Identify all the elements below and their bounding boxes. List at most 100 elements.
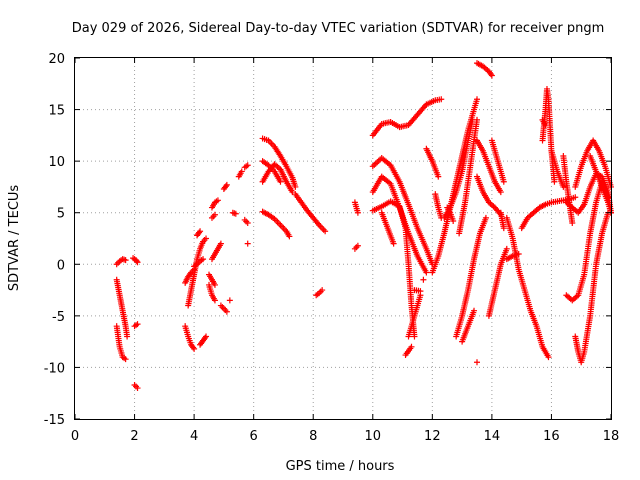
data-point <box>211 281 218 288</box>
data-point <box>423 269 430 276</box>
data-point <box>500 225 507 232</box>
track-t46 <box>423 145 442 180</box>
data-point <box>450 217 457 224</box>
data-point <box>319 287 326 294</box>
track-t51 <box>474 60 495 79</box>
x-tick-label: 14 <box>484 429 501 444</box>
x-tick-label: 12 <box>424 429 441 444</box>
grid-lines <box>75 58 611 419</box>
data-point <box>122 257 129 264</box>
track-t30 <box>292 191 329 235</box>
track-t64 <box>560 152 576 227</box>
track-t66 <box>563 178 612 304</box>
data-point <box>572 194 579 201</box>
track-t24 <box>241 216 251 227</box>
track-t7 <box>182 323 198 352</box>
data-point <box>435 173 442 180</box>
data-point <box>122 356 129 363</box>
data-point <box>244 240 251 247</box>
x-tick-label: 18 <box>603 429 620 444</box>
data-point <box>286 233 293 240</box>
x-axis-label: GPS time / hours <box>286 459 395 474</box>
track-t25 <box>244 240 251 247</box>
data-point <box>244 162 251 169</box>
track-t21 <box>229 209 239 217</box>
data-point <box>551 178 558 185</box>
data-point <box>238 168 245 175</box>
data-point <box>500 178 507 185</box>
data-point <box>372 160 379 167</box>
data-point <box>277 178 284 185</box>
track-t49 <box>453 214 489 340</box>
x-tick-label: 6 <box>250 429 258 444</box>
track-t62 <box>539 116 549 129</box>
y-tick-label: 20 <box>48 52 65 67</box>
track-t13 <box>206 281 218 304</box>
track-t34 <box>369 96 445 139</box>
data-point <box>214 197 221 204</box>
data-point <box>474 116 480 123</box>
data-point <box>471 307 478 314</box>
chart-title: Day 029 of 2026, Sidereal Day-to-day VTE… <box>72 21 605 36</box>
y-axis-label: SDTVAR / TECUs <box>7 185 22 292</box>
track-t19 <box>220 181 230 192</box>
data-point <box>223 308 230 315</box>
data-point <box>438 214 445 221</box>
data-point <box>222 183 229 190</box>
x-tick-label: 8 <box>309 429 317 444</box>
data-point <box>569 220 576 227</box>
data-point <box>542 122 549 129</box>
track-t54 <box>474 359 480 366</box>
track-t3 <box>113 256 129 268</box>
data-point <box>488 72 495 79</box>
track-t15 <box>208 197 221 211</box>
data-point <box>217 240 224 247</box>
data-point <box>411 333 418 340</box>
x-tick-label: 2 <box>130 429 138 444</box>
data-point <box>374 159 381 166</box>
track-t4 <box>130 255 141 266</box>
track-t17 <box>208 240 224 263</box>
data-point <box>134 321 141 328</box>
track-t23 <box>241 162 251 171</box>
x-tick-label: 10 <box>365 429 382 444</box>
track-t11 <box>191 256 207 270</box>
track-t45 <box>456 116 480 237</box>
track-t18 <box>217 302 230 315</box>
track-t9 <box>182 266 198 286</box>
data-point <box>474 359 480 366</box>
track-t12 <box>194 228 204 239</box>
track-t6 <box>131 381 141 392</box>
x-axis-ticks: 0 2 4 6 8 10 12 14 16 18 <box>71 58 619 444</box>
data-point <box>369 163 376 170</box>
plot-frame <box>74 57 612 420</box>
data-point <box>191 345 198 352</box>
data-point <box>438 96 445 103</box>
track-t59 <box>497 209 507 232</box>
track-t29 <box>259 208 293 240</box>
data-point <box>292 183 299 190</box>
data-point <box>482 214 489 221</box>
track-t5 <box>131 321 141 330</box>
data-point <box>211 211 218 218</box>
data-point <box>202 334 209 341</box>
data-point <box>420 276 427 283</box>
data-point <box>408 343 415 350</box>
y-tick-label: 10 <box>48 155 65 170</box>
y-tick-label: -10 <box>44 361 65 376</box>
y-axis-ticks: -15 -10 -5 0 5 10 15 20 <box>44 52 611 428</box>
track-t63 <box>548 147 567 190</box>
track-t14 <box>206 271 218 288</box>
data-point <box>390 240 397 247</box>
track-t55 <box>485 245 510 319</box>
data-point <box>244 220 251 227</box>
data-point <box>211 297 218 304</box>
data-marks <box>113 60 614 392</box>
y-tick-label: -15 <box>44 413 65 428</box>
data-point <box>133 322 140 329</box>
track-t28 <box>259 158 284 185</box>
track-t42 <box>420 276 427 283</box>
data-point <box>134 385 141 392</box>
data-point <box>371 161 378 168</box>
data-point <box>417 288 424 295</box>
